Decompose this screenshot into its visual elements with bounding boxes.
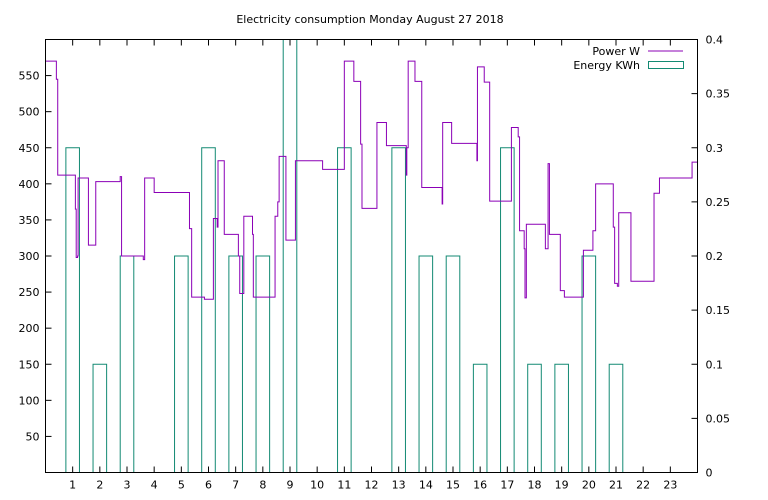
energy-bar <box>391 147 406 473</box>
y-left-tick-label: 150 <box>19 358 40 371</box>
x-tick-label: 23 <box>663 479 677 492</box>
y-left-tick-label: 350 <box>19 214 40 227</box>
x-tick-label: 12 <box>365 479 379 492</box>
y-right-tick-label: 0.4 <box>706 34 724 47</box>
x-tick-label: 22 <box>636 479 650 492</box>
energy-bar <box>500 147 515 473</box>
x-tick-label: 13 <box>392 479 406 492</box>
energy-bar <box>201 147 216 473</box>
x-tick-label: 6 <box>205 479 212 492</box>
energy-bar <box>337 147 352 473</box>
x-tick-label: 8 <box>259 479 266 492</box>
energy-bar <box>174 255 189 473</box>
x-tick-label: 3 <box>124 479 131 492</box>
energy-bar <box>445 255 461 473</box>
y-left-tick-label: 50 <box>26 430 40 443</box>
x-tick-label: 14 <box>419 479 433 492</box>
x-tick-label: 17 <box>500 479 514 492</box>
x-tick-label: 16 <box>473 479 487 492</box>
x-tick-label: 19 <box>555 479 569 492</box>
x-tick-label: 9 <box>287 479 294 492</box>
legend: Power W Energy KWh <box>573 45 684 72</box>
y-right-tick-label: 0.2 <box>706 250 724 263</box>
y-left-tick-label: 200 <box>19 322 40 335</box>
x-tick-label: 2 <box>96 479 103 492</box>
x-tick-label: 5 <box>178 479 185 492</box>
energy-bar <box>282 39 298 473</box>
x-tick-label: 18 <box>528 479 542 492</box>
energy-bar <box>418 255 434 473</box>
chart-title: Electricity consumption Monday August 27… <box>236 13 503 26</box>
y-left-tick-label: 300 <box>19 250 40 263</box>
legend-label-energy: Energy KWh <box>573 59 640 72</box>
x-tick-label: 21 <box>609 479 623 492</box>
energy-bar <box>119 255 135 473</box>
energy-bar <box>554 363 569 473</box>
axes: 1 2 3 4 5 6 7 8 9 10 11 12 13 14 15 16 17 18 19 20 21 22 23501… <box>19 34 731 492</box>
y-right-tick-label: 0.05 <box>706 412 731 425</box>
legend-swatch-energy <box>648 61 684 69</box>
x-tick-label: 10 <box>310 479 324 492</box>
energy-bar <box>255 255 271 473</box>
x-tick-label: 15 <box>446 479 460 492</box>
y-right-tick-label: 0.25 <box>706 196 731 209</box>
energy-bar <box>228 255 243 473</box>
y-left-tick-label: 100 <box>19 394 40 407</box>
y-left-tick-label: 550 <box>19 70 40 83</box>
y-right-tick-label: 0.1 <box>706 358 724 371</box>
x-tick-label: 11 <box>337 479 351 492</box>
energy-bar <box>92 363 108 473</box>
y-left-tick-label: 500 <box>19 106 40 119</box>
power-line <box>45 60 698 300</box>
y-left-tick-label: 450 <box>19 142 40 155</box>
y-right-tick-label: 0.3 <box>706 142 724 155</box>
y-left-tick-label: 250 <box>19 286 40 299</box>
x-tick-label: 7 <box>232 479 239 492</box>
x-tick-label: 4 <box>151 479 158 492</box>
energy-bar <box>472 363 488 473</box>
x-tick-label: 1 <box>69 479 76 492</box>
energy-bar <box>65 147 80 473</box>
y-right-tick-label: 0.15 <box>706 304 731 317</box>
x-tick-label: 20 <box>582 479 596 492</box>
y-right-tick-label: 0.35 <box>706 88 731 101</box>
energy-bar <box>527 363 542 473</box>
energy-bar <box>581 255 597 473</box>
legend-label-power: Power W <box>592 45 640 58</box>
energy-bar <box>608 363 624 473</box>
y-left-tick-label: 400 <box>19 178 40 191</box>
y-right-tick-label: 0 <box>706 467 713 480</box>
power-series <box>45 60 698 300</box>
